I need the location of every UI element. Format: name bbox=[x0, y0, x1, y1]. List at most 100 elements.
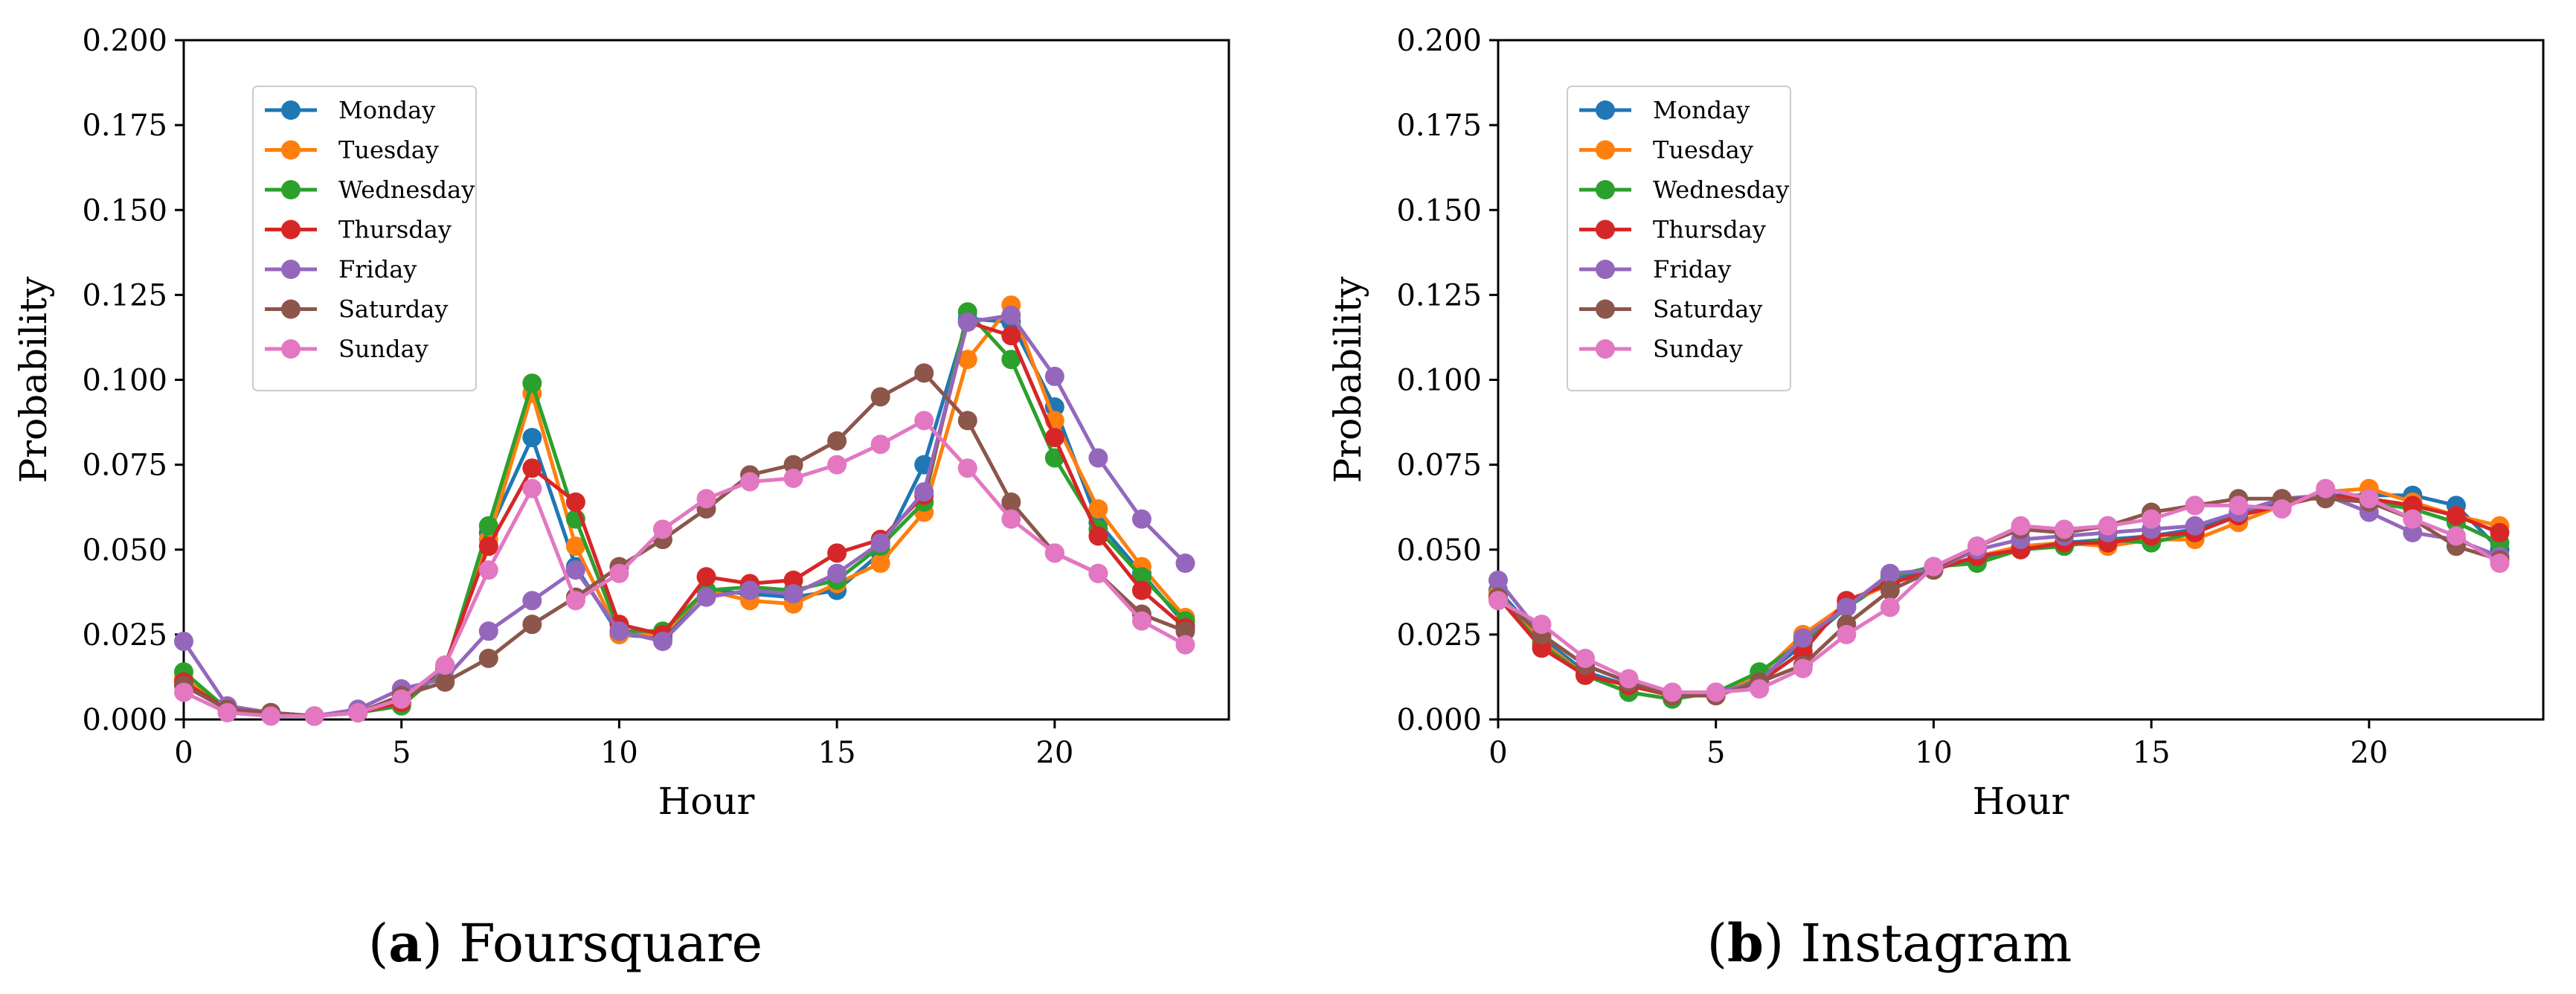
foursquare-point bbox=[696, 489, 716, 509]
instagram-point bbox=[1793, 641, 1813, 661]
instagram-ytick-label: 0.075 bbox=[1396, 449, 1482, 483]
chart-foursquare: 0.000 0.025 0.050 0.075 0.100 0.125 0.150 0.175… bbox=[12, 24, 1230, 823]
foursquare-point bbox=[696, 587, 716, 607]
caption-instagram-letter: b bbox=[1727, 912, 1764, 974]
foursquare-ytick-label: 0.050 bbox=[82, 533, 167, 568]
instagram-point bbox=[2142, 509, 2162, 529]
foursquare-xtick-label: 10 bbox=[600, 736, 638, 770]
instagram-legend-item: Friday bbox=[1579, 255, 1731, 283]
foursquare-ytick-label: 0.125 bbox=[82, 278, 167, 312]
instagram-legend-item: Wednesday bbox=[1579, 176, 1789, 204]
foursquare-point bbox=[1044, 428, 1064, 448]
foursquare-point bbox=[478, 536, 498, 557]
instagram-series-sunday bbox=[1488, 478, 2510, 702]
foursquare-legend-item: Monday bbox=[265, 96, 435, 124]
foursquare-point bbox=[1001, 492, 1021, 512]
instagram-y-axis-title: Probability bbox=[1326, 276, 1369, 484]
foursquare-point bbox=[870, 533, 890, 553]
instagram-legend-label: Sunday bbox=[1653, 335, 1743, 363]
instagram-point bbox=[2185, 496, 2205, 516]
foursquare-point bbox=[478, 648, 498, 668]
instagram-point bbox=[2316, 478, 2336, 498]
foursquare-y-axis-title: Probability bbox=[12, 276, 55, 484]
foursquare-point bbox=[174, 682, 193, 702]
instagram-point bbox=[1837, 624, 1857, 644]
instagram-series-thursday bbox=[1488, 485, 2510, 706]
instagram-point bbox=[2055, 519, 2075, 539]
foursquare-point bbox=[522, 615, 542, 635]
instagram-legend-label: Tuesday bbox=[1653, 136, 1753, 164]
foursquare-point bbox=[522, 373, 542, 394]
instagram-legend-item: Thursday bbox=[1579, 216, 1766, 244]
foursquare-legend-item: Saturday bbox=[265, 295, 448, 324]
instagram-xtick-label: 20 bbox=[2350, 736, 2388, 770]
foursquare-point bbox=[696, 567, 716, 587]
instagram-point bbox=[2403, 496, 2423, 516]
instagram-legend-swatch-marker bbox=[1596, 219, 1615, 240]
foursquare-legend-swatch-marker bbox=[281, 100, 301, 120]
foursquare-legend: Monday Tuesday Wednesday Thursday Friday Satu… bbox=[252, 86, 477, 391]
caption-instagram-name: Instagram bbox=[1800, 913, 2072, 974]
instagram-legend-box bbox=[1567, 86, 1791, 391]
foursquare-legend-swatch-marker bbox=[281, 140, 301, 160]
instagram-point bbox=[1837, 597, 1857, 618]
foursquare-point bbox=[522, 458, 542, 478]
instagram-series-wednesday bbox=[1488, 485, 2510, 709]
foursquare-point bbox=[565, 536, 585, 557]
instagram-legend-label: Saturday bbox=[1653, 295, 1762, 324]
instagram-point bbox=[1924, 557, 1944, 577]
foursquare-point bbox=[1131, 509, 1152, 529]
foursquare-point bbox=[914, 482, 934, 502]
instagram-point bbox=[1750, 679, 1770, 699]
foursquare-legend-label: Sunday bbox=[338, 335, 428, 363]
foursquare-ytick-label: 0.175 bbox=[82, 109, 167, 143]
foursquare-point bbox=[783, 570, 803, 590]
instagram-point bbox=[1532, 615, 1552, 635]
foursquare-xtick-label: 15 bbox=[818, 736, 856, 770]
instagram-legend-swatch-marker bbox=[1596, 180, 1615, 199]
foursquare-point bbox=[827, 431, 847, 451]
instagram-legend-swatch-marker bbox=[1596, 140, 1615, 160]
instagram-point bbox=[2229, 496, 2249, 516]
foursquare-legend-box bbox=[252, 86, 477, 391]
foursquare-legend-swatch-marker bbox=[281, 219, 301, 240]
instagram-point bbox=[1706, 682, 1726, 702]
instagram-series-monday bbox=[1488, 485, 2510, 706]
foursquare-point bbox=[478, 516, 498, 536]
instagram-ytick-label: 0.150 bbox=[1396, 193, 1482, 228]
foursquare-legend-swatch-marker bbox=[281, 180, 301, 199]
foursquare-legend-item: Tuesday bbox=[265, 136, 439, 164]
foursquare-legend-item: Wednesday bbox=[265, 176, 475, 204]
instagram-ytick-label: 0.100 bbox=[1396, 364, 1482, 398]
caption-foursquare: (a) Foursquare bbox=[368, 912, 762, 974]
instagram-point bbox=[1880, 580, 1900, 600]
caption-instagram: (b) Instagram bbox=[1707, 912, 2072, 974]
instagram-xtick-label: 0 bbox=[1488, 736, 1507, 770]
foursquare-point bbox=[1175, 621, 1195, 641]
instagram-legend-label: Friday bbox=[1653, 255, 1731, 283]
foursquare-point bbox=[522, 428, 542, 448]
foursquare-point bbox=[435, 672, 455, 692]
foursquare-point bbox=[522, 591, 542, 611]
foursquare-point bbox=[1131, 580, 1152, 600]
foursquare-point bbox=[827, 543, 847, 563]
foursquare-point bbox=[1088, 498, 1108, 519]
instagram-ytick-label: 0.175 bbox=[1396, 109, 1482, 143]
instagram-point bbox=[2446, 506, 2466, 526]
foursquare-point bbox=[1088, 448, 1108, 468]
instagram-point bbox=[1532, 638, 1552, 658]
foursquare-line-sunday bbox=[182, 418, 1186, 718]
instagram-point bbox=[1619, 669, 1639, 689]
foursquare-xtick-label: 0 bbox=[174, 736, 193, 770]
instagram-point bbox=[1880, 597, 1900, 618]
foursquare-point bbox=[522, 478, 542, 498]
instagram-point bbox=[2403, 509, 2423, 529]
instagram-legend-item: Saturday bbox=[1579, 295, 1762, 324]
instagram-line-tuesday bbox=[1497, 487, 2501, 698]
chart-instagram: 0.000 0.025 0.050 0.075 0.100 0.125 0.150 0.175… bbox=[1326, 24, 2545, 823]
foursquare-point bbox=[1088, 563, 1108, 583]
foursquare-point bbox=[565, 560, 585, 580]
instagram-point bbox=[2185, 516, 2205, 536]
foursquare-x-axis-title: Hour bbox=[658, 780, 755, 823]
instagram-legend: Monday Tuesday Wednesday Thursday Friday Satu… bbox=[1567, 86, 1791, 391]
